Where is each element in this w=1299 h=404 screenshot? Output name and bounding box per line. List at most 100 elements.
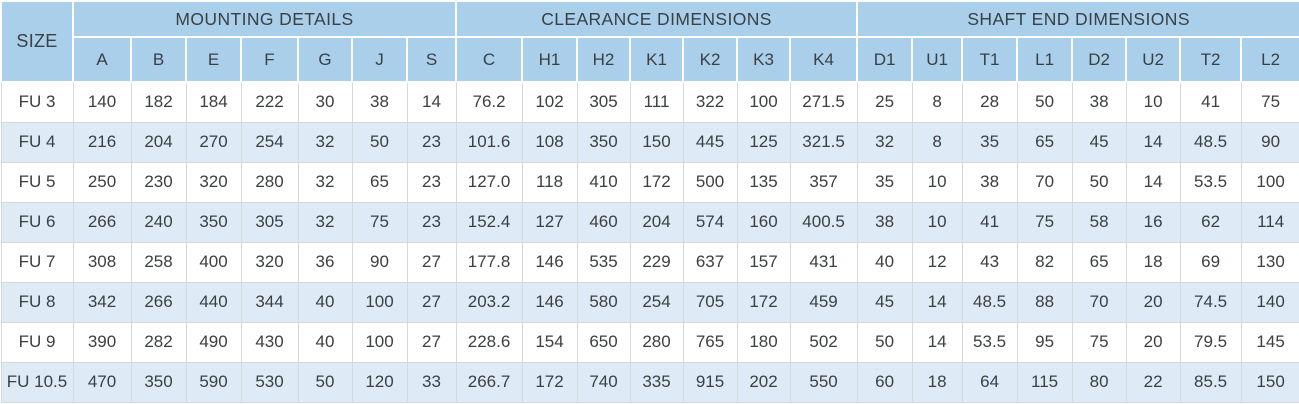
table-cell: 85.5 xyxy=(1179,361,1242,403)
table-cell: 145 xyxy=(1240,321,1299,363)
table-cell: 172 xyxy=(629,161,684,203)
table-cell: 65 xyxy=(1071,241,1127,283)
table-cell: 27 xyxy=(406,241,457,283)
row-size-label: FU 3 xyxy=(0,81,74,123)
table-cell: 41 xyxy=(1179,81,1242,123)
table-cell: 20 xyxy=(1125,321,1181,363)
table-row: FU 3 140 182 184 222 30 38 14 76.2 102 305 111 322 10… xyxy=(0,81,1299,123)
table-cell: 154 xyxy=(521,321,578,363)
row-size-label: FU 9 xyxy=(0,321,74,363)
table-row: FU 4 216 204 270 254 32 50 23 101.6 108 350 150 445 1… xyxy=(0,121,1299,163)
table-cell: 266 xyxy=(72,201,132,243)
table-cell: 100 xyxy=(351,321,408,363)
table-cell: 32 xyxy=(297,201,353,243)
table-cell: 48.5 xyxy=(1179,121,1242,163)
column-header-d1: D1 xyxy=(856,36,914,83)
table-cell: 53.5 xyxy=(961,321,1018,363)
column-header-f: F xyxy=(240,36,299,83)
table-cell: 146 xyxy=(521,241,578,283)
table-cell: 102 xyxy=(521,81,578,123)
table-cell: 177.8 xyxy=(455,241,523,283)
row-size-label: FU 10.5 xyxy=(0,361,74,403)
table-cell: 100 xyxy=(1240,161,1299,203)
table-cell: 282 xyxy=(130,321,187,363)
table-cell: 58 xyxy=(1071,201,1127,243)
table-cell: 10 xyxy=(911,161,963,203)
table-cell: 25 xyxy=(856,81,913,123)
table-cell: 75 xyxy=(351,201,408,243)
table-cell: 228.6 xyxy=(455,321,523,363)
table-cell: 580 xyxy=(576,281,631,323)
table-cell: 320 xyxy=(240,241,299,283)
table-cell: 321.5 xyxy=(789,121,858,163)
table-cell: 320 xyxy=(185,161,242,203)
table-cell: 574 xyxy=(682,201,738,243)
column-header-l1: L1 xyxy=(1016,36,1074,83)
table-row: FU 8 342 266 440 344 40 100 27 203.2 146 580 254 705… xyxy=(0,281,1299,323)
table-cell: 172 xyxy=(521,361,578,403)
column-header-h2: H2 xyxy=(576,36,632,83)
table-cell: 75 xyxy=(1240,81,1299,123)
table-cell: 202 xyxy=(736,361,791,403)
table-cell: 140 xyxy=(1240,281,1299,323)
table-cell: 16 xyxy=(1125,201,1181,243)
column-header-h1: H1 xyxy=(521,36,579,83)
column-header-d2: D2 xyxy=(1071,36,1128,83)
table-cell: 410 xyxy=(576,161,631,203)
table-body: FU 3 140 182 184 222 30 38 14 76.2 102 305 111 322 10… xyxy=(0,81,1299,403)
table-cell: 40 xyxy=(297,321,353,363)
table-cell: 530 xyxy=(240,361,299,403)
table-cell: 40 xyxy=(297,281,353,323)
column-header-k1: K1 xyxy=(629,36,685,83)
table-cell: 50 xyxy=(297,361,353,403)
table-cell: 22 xyxy=(1125,361,1181,403)
table-cell: 82 xyxy=(1016,241,1073,283)
table-cell: 216 xyxy=(72,121,132,163)
table-header: SIZE MOUNTING DETAILS CLEARANCE DIMENSIO… xyxy=(0,0,1299,83)
table-cell: 14 xyxy=(911,281,963,323)
table-cell: 305 xyxy=(576,81,631,123)
table-row: FU 9 390 282 490 430 40 100 27 228.6 154 650 280 765… xyxy=(0,321,1299,363)
table-cell: 182 xyxy=(130,81,187,123)
table-cell: 74.5 xyxy=(1179,281,1242,323)
table-cell: 127.0 xyxy=(455,161,523,203)
table-cell: 14 xyxy=(406,81,457,123)
table-cell: 440 xyxy=(185,281,242,323)
table-cell: 350 xyxy=(130,361,187,403)
table-cell: 111 xyxy=(629,81,684,123)
table-cell: 10 xyxy=(911,201,963,243)
column-header-b: B xyxy=(130,36,187,83)
table-cell: 459 xyxy=(789,281,858,323)
table-cell: 100 xyxy=(351,281,408,323)
table-cell: 915 xyxy=(682,361,738,403)
table-cell: 130 xyxy=(1240,241,1299,283)
table-cell: 157 xyxy=(736,241,791,283)
group-header-shaft-end-dimensions: SHAFT END DIMENSIONS xyxy=(856,0,1299,38)
table-cell: 118 xyxy=(521,161,578,203)
table-cell: 32 xyxy=(856,121,913,163)
table-cell: 350 xyxy=(185,201,242,243)
column-header-t1: T1 xyxy=(961,36,1019,83)
table-cell: 135 xyxy=(736,161,791,203)
table-row: FU 10.5 470 350 590 530 50 120 33 266.7 172 740 335… xyxy=(0,361,1299,403)
table-cell: 88 xyxy=(1016,281,1073,323)
table-cell: 48.5 xyxy=(961,281,1018,323)
table-row: FU 6 266 240 350 305 32 75 23 152.4 127 460 204 574 1… xyxy=(0,201,1299,243)
table-cell: 60 xyxy=(856,361,913,403)
size-column-header: SIZE xyxy=(0,0,74,83)
column-header-k2: K2 xyxy=(682,36,739,83)
table-cell: 35 xyxy=(961,121,1018,163)
table-cell: 30 xyxy=(297,81,353,123)
table-cell: 53.5 xyxy=(1179,161,1242,203)
column-header-a: A xyxy=(72,36,132,83)
table-cell: 502 xyxy=(789,321,858,363)
table-cell: 490 xyxy=(185,321,242,363)
table-cell: 222 xyxy=(240,81,299,123)
table-cell: 43 xyxy=(961,241,1018,283)
column-header-k3: K3 xyxy=(736,36,792,83)
table-cell: 45 xyxy=(856,281,913,323)
table-cell: 152.4 xyxy=(455,201,523,243)
table-cell: 280 xyxy=(629,321,684,363)
row-size-label: FU 6 xyxy=(0,201,74,243)
